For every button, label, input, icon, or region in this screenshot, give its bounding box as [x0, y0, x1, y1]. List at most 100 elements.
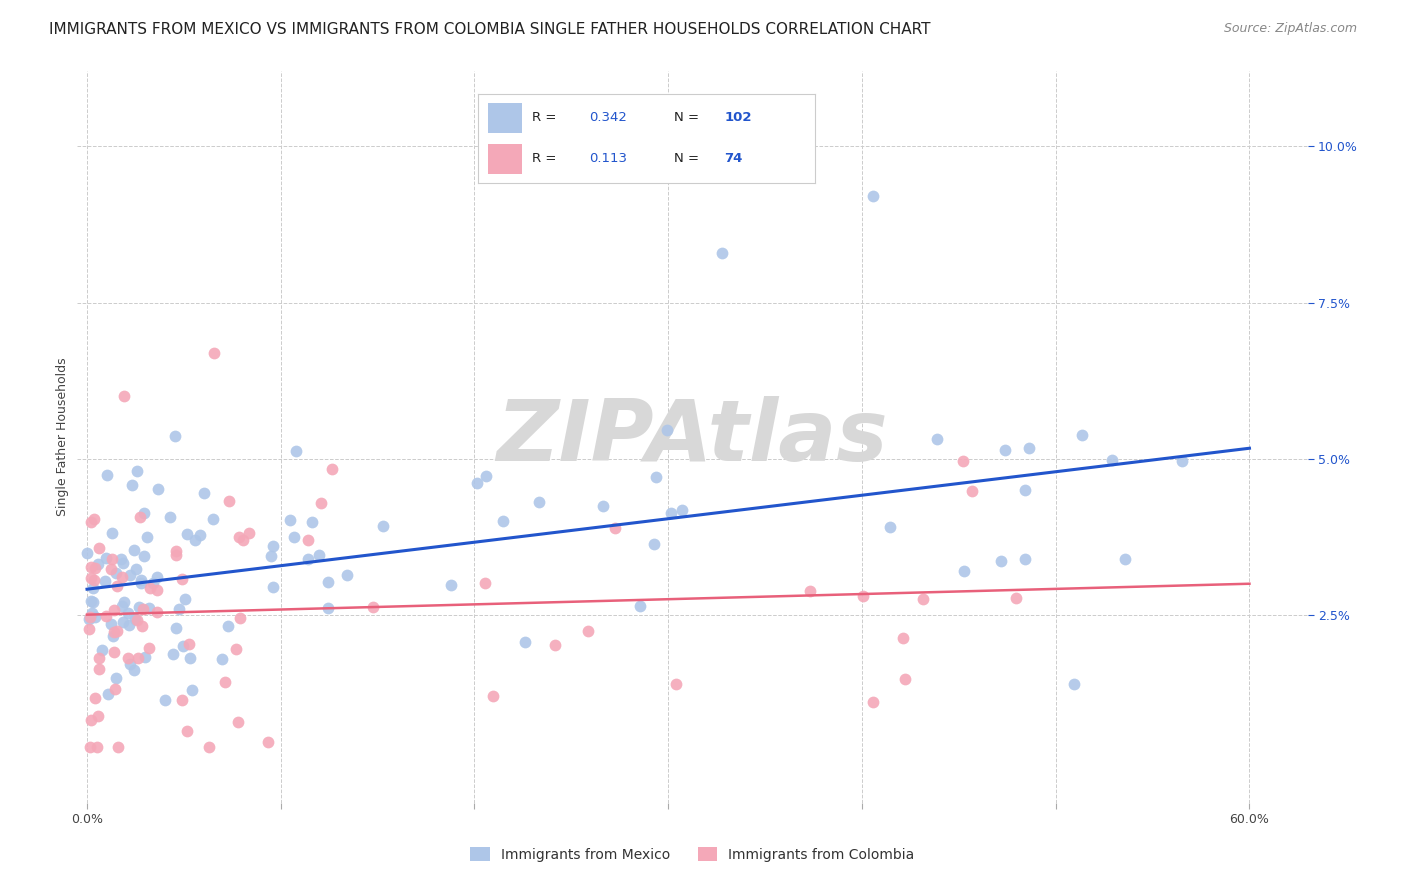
Point — [665, 677, 688, 691]
Point — [190, 528, 212, 542]
Point — [82, 581, 104, 595]
Point — [94, 551, 117, 566]
Text: 0.113: 0.113 — [589, 153, 627, 165]
Point — [128, 599, 150, 614]
Point — [87, 662, 110, 676]
Point — [879, 520, 901, 534]
Point — [146, 582, 169, 597]
Point — [169, 601, 191, 615]
Point — [165, 621, 187, 635]
Point — [131, 619, 153, 633]
Point — [118, 568, 141, 582]
Point — [146, 605, 169, 619]
Point — [129, 574, 152, 588]
Point — [529, 495, 551, 509]
Point — [174, 591, 197, 606]
Point — [139, 582, 162, 596]
Point — [513, 635, 536, 649]
Point — [83, 609, 105, 624]
Point — [124, 612, 146, 626]
Point — [297, 552, 319, 566]
Point — [87, 541, 110, 556]
Point — [129, 509, 152, 524]
Point — [225, 642, 247, 657]
Point — [481, 689, 503, 703]
Point — [316, 574, 339, 589]
Point — [84, 561, 107, 575]
Point — [80, 713, 103, 727]
Point — [176, 724, 198, 739]
Point — [198, 739, 221, 754]
Point — [226, 714, 249, 729]
Point — [79, 515, 101, 529]
Point — [993, 443, 1015, 458]
Point — [83, 512, 105, 526]
Point — [257, 735, 280, 749]
Point — [103, 624, 125, 639]
Point — [576, 624, 599, 638]
Point — [76, 546, 98, 560]
Point — [87, 708, 110, 723]
Point — [103, 629, 125, 643]
Point — [193, 486, 215, 500]
Point — [97, 688, 120, 702]
Point — [107, 579, 129, 593]
Bar — [488, 144, 522, 174]
Point — [122, 542, 145, 557]
Point — [87, 558, 110, 572]
Point — [1114, 552, 1136, 566]
Point — [308, 549, 330, 563]
Text: IMMIGRANTS FROM MEXICO VS IMMIGRANTS FROM COLOMBIA SINGLE FATHER HOUSEHOLDS CORR: IMMIGRANTS FROM MEXICO VS IMMIGRANTS FRO… — [49, 22, 931, 37]
Text: R =: R = — [531, 153, 557, 165]
Point — [134, 650, 156, 665]
Point — [145, 570, 167, 584]
Point — [321, 462, 343, 476]
Point — [159, 510, 181, 524]
Point — [165, 549, 187, 563]
Point — [953, 564, 976, 578]
Point — [110, 551, 132, 566]
Bar — [488, 103, 522, 133]
Point — [655, 423, 678, 437]
Point — [262, 539, 284, 553]
Point — [238, 526, 260, 541]
Point — [121, 477, 143, 491]
Point — [162, 647, 184, 661]
Point — [1101, 452, 1123, 467]
Point — [132, 602, 155, 616]
Point — [202, 345, 225, 359]
Point — [105, 624, 128, 638]
Point — [79, 622, 101, 636]
Point — [628, 599, 651, 614]
Point — [94, 574, 117, 589]
Point — [117, 606, 139, 620]
Point — [259, 549, 281, 563]
Point — [83, 690, 105, 705]
Point — [111, 599, 134, 613]
Point — [101, 552, 124, 566]
Point — [146, 482, 169, 496]
Point — [138, 600, 160, 615]
Point — [104, 682, 127, 697]
Point — [990, 554, 1012, 568]
Point — [179, 651, 201, 665]
Point — [465, 475, 488, 490]
Point — [180, 683, 202, 698]
Text: R =: R = — [531, 112, 557, 124]
Point — [89, 650, 111, 665]
Point — [475, 469, 498, 483]
Point — [107, 739, 129, 754]
Point — [138, 641, 160, 656]
Point — [891, 631, 914, 645]
Text: Source: ZipAtlas.com: Source: ZipAtlas.com — [1223, 22, 1357, 36]
Text: ZIPAtlas: ZIPAtlas — [496, 395, 889, 479]
Point — [474, 576, 496, 591]
Point — [316, 601, 339, 615]
Point — [79, 610, 101, 624]
Point — [214, 675, 236, 690]
Point — [960, 483, 983, 498]
Point — [799, 584, 821, 599]
Point — [86, 739, 108, 754]
Point — [77, 612, 100, 626]
Point — [103, 645, 125, 659]
